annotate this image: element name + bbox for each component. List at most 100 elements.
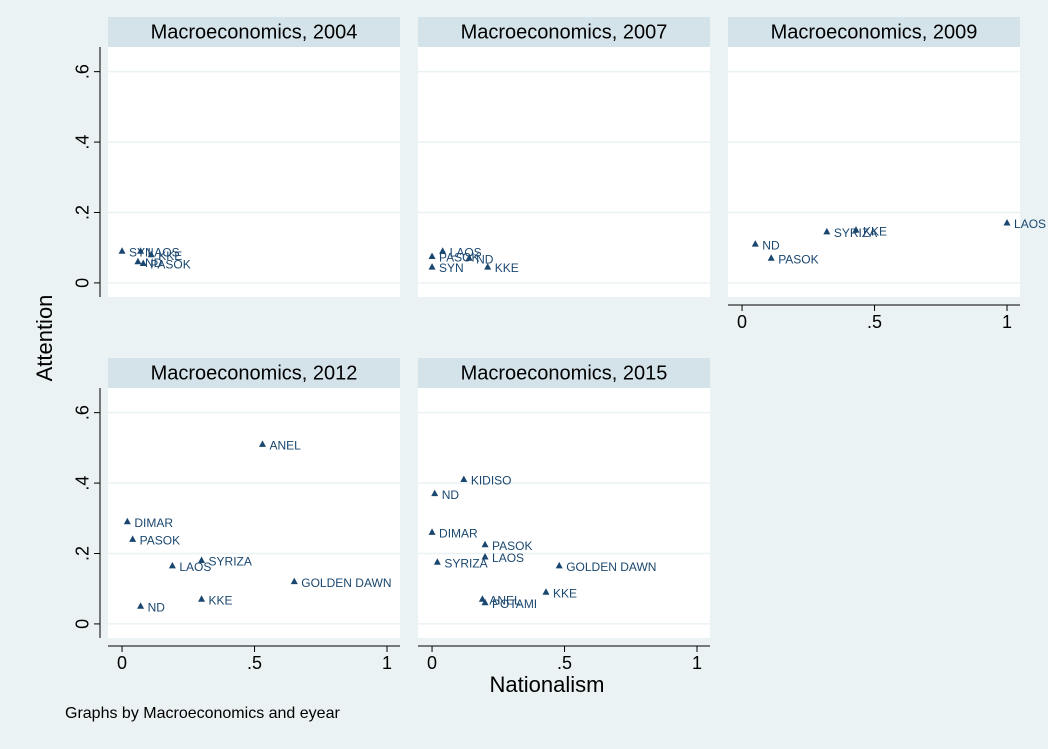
point: [147, 250, 155, 258]
point: [428, 252, 436, 260]
point: [852, 226, 860, 233]
point: [481, 540, 489, 548]
plot-region: [108, 47, 400, 297]
point-label: DIMAR: [439, 527, 478, 541]
y-tick-label: .2: [73, 546, 93, 561]
point: [439, 247, 447, 254]
point: [460, 475, 468, 483]
title-strip: [728, 17, 1020, 47]
x-tick-label: 0: [737, 312, 747, 332]
x-axis-title: Nationalism: [490, 672, 605, 697]
point-label: KKE: [209, 593, 233, 607]
point-label: GOLDEN DAWN: [566, 560, 656, 574]
plot-region: [728, 47, 1020, 297]
x-tick-label: 1: [382, 653, 392, 673]
x-tick-label: .5: [867, 312, 882, 332]
point: [555, 561, 563, 569]
point: [478, 595, 486, 602]
point: [168, 561, 176, 569]
point-label: LAOS: [179, 560, 211, 574]
point-label: LAOS: [492, 551, 524, 565]
point-label: ANEL: [269, 439, 301, 453]
x-tick-label: 0: [117, 653, 127, 673]
point: [823, 227, 831, 235]
panel-title: Macroeconomics, 2009: [771, 21, 978, 43]
point-label: POTAMI: [492, 597, 537, 611]
x-tick-label: 0: [427, 653, 437, 673]
point-label: PASOK: [778, 252, 818, 266]
point-label: PASOK: [150, 258, 190, 272]
y-tick-label: .6: [73, 405, 93, 420]
x-tick-label: 1: [1002, 312, 1012, 332]
point-label: KKE: [158, 249, 182, 263]
title-strip: [418, 358, 710, 388]
point: [118, 247, 126, 254]
point: [198, 595, 206, 602]
point-label: SYRIZA: [834, 226, 877, 240]
point: [542, 588, 550, 595]
panel-title: Macroeconomics, 2015: [461, 362, 668, 384]
x-tick-label: .5: [247, 653, 262, 673]
point: [481, 598, 489, 606]
y-tick-label: .6: [73, 64, 93, 79]
note: Graphs by Macroeconomics and eyear: [65, 705, 340, 722]
point: [137, 602, 145, 609]
panel-title: Macroeconomics, 2004: [151, 21, 358, 43]
panel-title: Macroeconomics, 2007: [461, 21, 668, 43]
point: [198, 556, 206, 564]
point: [751, 240, 759, 247]
point-label: SYN: [439, 261, 464, 275]
point-label: SYRIZA: [209, 555, 252, 569]
plot-region: [418, 47, 710, 297]
point-label: PASOK: [140, 534, 180, 548]
point-label: GOLDEN DAWN: [301, 576, 391, 590]
title-strip: [418, 17, 710, 47]
point: [139, 259, 147, 267]
point-label: ND: [762, 238, 780, 252]
point: [484, 263, 492, 270]
point-label: KKE: [553, 586, 577, 600]
point-label: LAOS: [450, 245, 482, 259]
panel-title: Macroeconomics, 2012: [151, 362, 358, 384]
y-axis-title: Attention: [32, 295, 57, 382]
point: [431, 489, 439, 497]
point-label: SYRIZA: [444, 556, 487, 570]
point-label: LAOS: [148, 245, 180, 259]
plot-region: [108, 388, 400, 638]
point: [290, 577, 298, 585]
point: [465, 254, 473, 261]
point-label: PASOK: [439, 251, 479, 265]
y-tick-label: .4: [73, 476, 93, 491]
point-label: PASOK: [492, 539, 532, 553]
point: [767, 254, 775, 261]
point-label: LAOS: [1014, 217, 1046, 231]
title-strip: [108, 358, 400, 388]
point: [433, 558, 441, 565]
point-label: KKE: [863, 224, 887, 238]
point: [1003, 219, 1011, 226]
point-label: KIDISO: [471, 474, 512, 488]
plot-region: [418, 388, 710, 638]
point-label: DIMAR: [134, 516, 173, 530]
y-tick-label: 0: [73, 278, 93, 288]
point: [123, 517, 131, 525]
point-label: ND: [442, 488, 460, 502]
y-tick-label: 0: [73, 619, 93, 629]
point: [428, 528, 436, 535]
title-strip: [108, 17, 400, 47]
point-label: ND: [476, 252, 494, 266]
x-tick-label: 1: [692, 653, 702, 673]
point: [129, 535, 137, 542]
point: [481, 553, 489, 560]
y-tick-label: .2: [73, 205, 93, 220]
point-label: ND: [145, 256, 163, 270]
point: [428, 263, 436, 270]
point: [258, 440, 266, 447]
point-label: ND: [148, 600, 166, 614]
point: [137, 247, 145, 254]
point-label: ANEL: [489, 593, 521, 607]
x-tick-label: .5: [557, 653, 572, 673]
point: [134, 257, 142, 265]
y-tick-label: .4: [73, 135, 93, 150]
